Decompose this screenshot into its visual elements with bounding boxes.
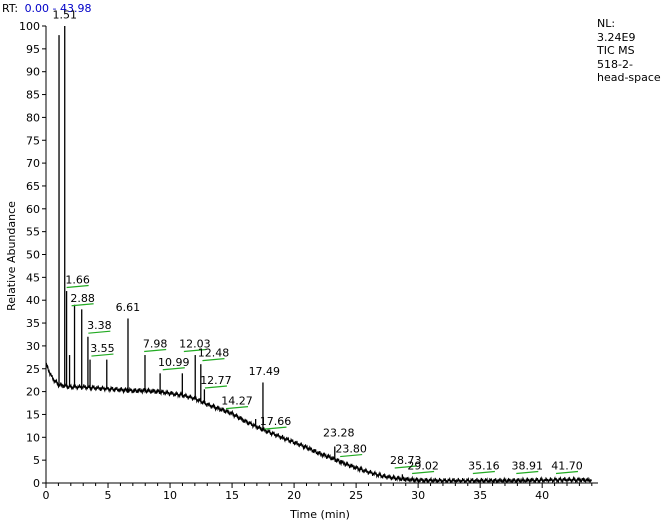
info-line: head-space (597, 71, 661, 84)
peak-label: 3.38 (87, 319, 112, 332)
rt-range-label: RT: 0.00 - 43.98 (2, 2, 92, 15)
y-tick-label: 50 (26, 249, 40, 262)
peak-label: 1.66 (65, 273, 90, 286)
y-tick-label: 75 (26, 134, 40, 147)
peak-label: 7.98 (143, 337, 168, 350)
peak-marker (162, 367, 185, 371)
peak-marker (91, 353, 114, 357)
peak-marker (516, 470, 539, 475)
x-tick-label: 10 (163, 489, 177, 502)
info-box: NL: 3.24E9 TIC MS 518-2- head-space (596, 17, 661, 84)
x-tick-label: 20 (287, 489, 301, 502)
y-tick-label: 45 (26, 271, 40, 284)
x-tick-label: 25 (349, 489, 363, 502)
y-tick-label: 5 (33, 454, 40, 467)
y-tick-label: 65 (26, 180, 40, 193)
peak-marker (394, 465, 417, 469)
x-tick-label: 0 (43, 489, 50, 502)
peak-marker (472, 470, 495, 475)
peak-label: 28.73 (390, 454, 422, 467)
peak-label: 38.91 (512, 459, 544, 472)
x-ticks: 0 5 10 15 20 25 30 35 40 (43, 483, 593, 502)
peak-label: 3.55 (90, 342, 115, 355)
y-tick-label: 60 (26, 203, 40, 216)
peak-marker (144, 348, 167, 353)
info-line: 518-2- (597, 58, 633, 71)
y-tick-label: 95 (26, 43, 40, 56)
x-tick-label: 30 (411, 489, 425, 502)
peak-label: 12.03 (179, 337, 211, 350)
peak-label: 17.66 (260, 415, 292, 428)
x-tick-label: 15 (225, 489, 239, 502)
info-line: NL: (597, 17, 615, 30)
y-tick-label: 25 (26, 363, 40, 376)
y-tick-label: 70 (26, 157, 40, 170)
y-tick-label: 0 (33, 477, 40, 490)
peak-marker (88, 330, 111, 334)
peak-label: 6.61 (116, 301, 141, 314)
peak-spikes (58, 26, 564, 481)
peak-label: 35.16 (468, 459, 500, 472)
tic-trace (45, 362, 592, 485)
peak-label: 23.28 (323, 427, 355, 440)
peak-marker (71, 303, 94, 307)
peak-annotations: 1.511.662.883.383.556.617.9810.9912.0312… (52, 8, 583, 475)
y-tick-label: 85 (26, 89, 40, 102)
peak-label: 12.48 (198, 347, 230, 360)
peak-marker (204, 385, 227, 389)
info-line: 3.24E9 (597, 31, 635, 44)
peak-marker (555, 470, 579, 475)
y-tick-label: 10 (26, 431, 40, 444)
y-axis-title: Relative Abundance (5, 201, 18, 311)
peak-label: 1.51 (52, 8, 77, 21)
peak-label: 10.99 (158, 356, 190, 369)
peak-marker (202, 358, 225, 362)
peak-label: 2.88 (70, 292, 95, 305)
peak-label: 41.70 (551, 459, 583, 472)
peak-marker (183, 348, 206, 353)
y-tick-label: 40 (26, 294, 40, 307)
y-tick-label: 90 (26, 66, 40, 79)
peak-label: 12.77 (200, 374, 232, 387)
y-tick-label: 20 (26, 386, 40, 399)
y-tick-label: 15 (26, 408, 40, 421)
info-line: TIC MS (596, 44, 635, 57)
y-tick-label: 100 (19, 20, 40, 33)
y-ticks: 0 5 10 15 20 25 30 35 40 45 50 55 60 65 70 75 80 85 90 95 10… (19, 20, 46, 490)
x-tick-label: 5 (105, 489, 112, 502)
y-tick-label: 30 (26, 340, 40, 353)
x-tick-label: 40 (535, 489, 549, 502)
peak-label: 14.27 (221, 395, 253, 408)
peak-marker (264, 426, 287, 430)
x-axis-title: Time (min) (289, 508, 350, 521)
peak-label: 29.02 (407, 459, 439, 472)
x-tick-label: 35 (473, 489, 487, 502)
y-tick-label: 80 (26, 111, 40, 124)
peak-marker (225, 405, 249, 410)
peak-label: 17.49 (249, 365, 281, 378)
y-tick-label: 35 (26, 317, 40, 330)
peak-marker (340, 453, 363, 458)
peak-label: 23.80 (335, 443, 367, 456)
y-tick-label: 55 (26, 226, 40, 239)
peak-marker (412, 470, 435, 475)
peak-marker (66, 284, 89, 289)
